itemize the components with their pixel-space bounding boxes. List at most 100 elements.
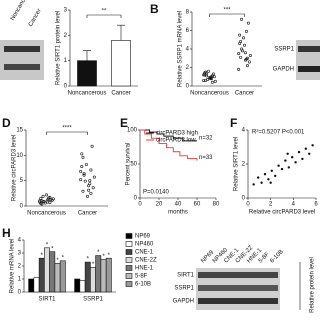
x-tick-label: 0: [138, 202, 142, 208]
band: [198, 272, 278, 278]
x-tick-label: Noncancerous: [190, 91, 229, 97]
panel-letter: F: [230, 116, 237, 130]
point: [39, 196, 43, 200]
y-tick-label: 0: [186, 84, 190, 90]
y-tick-label: 4: [186, 47, 190, 53]
x-tick-label: 60: [194, 202, 201, 208]
legend-swatch: [125, 249, 133, 255]
bar: [44, 247, 50, 293]
y-tick-label: 4: [242, 128, 246, 134]
y-axis-label: Relative SIRT1 level: [234, 137, 240, 191]
point: [243, 43, 247, 47]
x-tick-label: 80: [213, 202, 220, 208]
legend-label: circPARD3 low: [156, 138, 196, 144]
band: [198, 285, 278, 291]
annotation: *: [108, 253, 111, 259]
x-tick-label: Noncancerous: [68, 91, 107, 97]
legend-swatch: [125, 241, 133, 247]
point: [41, 199, 45, 203]
point: [269, 181, 272, 184]
point: [284, 159, 287, 162]
axis-label: Relative protein level: [310, 257, 316, 313]
sig-bracket: [46, 131, 88, 135]
point: [242, 36, 246, 40]
x-axis-label: months: [168, 210, 188, 216]
point: [237, 67, 241, 71]
legend-label: 6-10B: [135, 282, 151, 288]
x-tick-label: Cancer: [235, 91, 254, 97]
point: [86, 194, 90, 198]
point: [297, 150, 301, 154]
y-tick-label: 100: [127, 128, 138, 134]
y-tick-label: 2: [64, 33, 68, 39]
x-tick-label: SIRT1: [39, 297, 57, 303]
x-tick-label: Noncancerous: [27, 211, 66, 217]
bar: [28, 278, 35, 293]
x-tick-label: 2: [269, 202, 273, 208]
point: [239, 40, 243, 44]
point: [286, 152, 289, 155]
y-tick-label: 4: [18, 238, 22, 244]
point: [202, 78, 206, 82]
legend-swatch: [125, 257, 133, 263]
legend-label: CNE-2Z: [135, 258, 157, 264]
point: [213, 79, 217, 83]
point: [277, 164, 280, 167]
bar: [84, 261, 91, 293]
y-tick-label: 50: [130, 162, 137, 168]
point: [304, 147, 307, 150]
n-label: n=32: [199, 135, 213, 141]
annotation: *: [87, 257, 90, 263]
point: [83, 179, 87, 183]
point: [48, 195, 52, 199]
legend-swatch: [125, 281, 133, 287]
point: [238, 33, 242, 37]
y-tick-label: 6: [186, 28, 190, 34]
legend-swatch: [125, 273, 133, 279]
x-tick-label: 40: [175, 202, 182, 208]
legend-swatch: [125, 265, 133, 271]
x-tick-label: 20: [156, 202, 163, 208]
point: [247, 60, 251, 64]
x-axis-label: Relative circPARD3 level: [249, 210, 315, 216]
point: [260, 181, 263, 184]
x-tick-label: SSRP1: [83, 297, 103, 303]
y-tick-label: 3: [18, 251, 22, 257]
point: [87, 184, 91, 188]
point: [91, 186, 95, 190]
point: [274, 174, 277, 178]
bar: [100, 259, 107, 293]
point: [207, 69, 211, 73]
annotation: *: [51, 246, 54, 252]
point: [240, 17, 244, 21]
y-axis-label: Percent survival: [126, 143, 132, 186]
legend-label: CNE-1: [135, 250, 154, 256]
point: [294, 161, 297, 164]
y-tick-label: 8: [186, 10, 190, 16]
annotation: *: [102, 254, 105, 260]
bar: [111, 40, 131, 87]
point: [47, 198, 51, 202]
row-label: SSRP1: [274, 47, 294, 53]
point: [291, 156, 294, 159]
point: [243, 51, 247, 55]
point: [280, 167, 284, 171]
point: [205, 74, 209, 78]
survival-line: [140, 129, 197, 142]
point: [252, 183, 255, 186]
bar: [79, 279, 86, 293]
point: [40, 202, 44, 206]
x-tick-label: Cancer: [111, 91, 130, 97]
annotation: *: [46, 242, 49, 248]
point: [51, 197, 55, 201]
point: [308, 152, 311, 155]
point: [270, 169, 273, 172]
legend-label: 5-8F: [135, 274, 148, 280]
point: [90, 144, 94, 148]
point: [257, 176, 260, 179]
point: [44, 193, 48, 197]
y-tick-label: 15: [16, 128, 23, 134]
point: [239, 55, 243, 59]
y-tick-label: 1: [64, 58, 68, 64]
point: [311, 144, 314, 147]
